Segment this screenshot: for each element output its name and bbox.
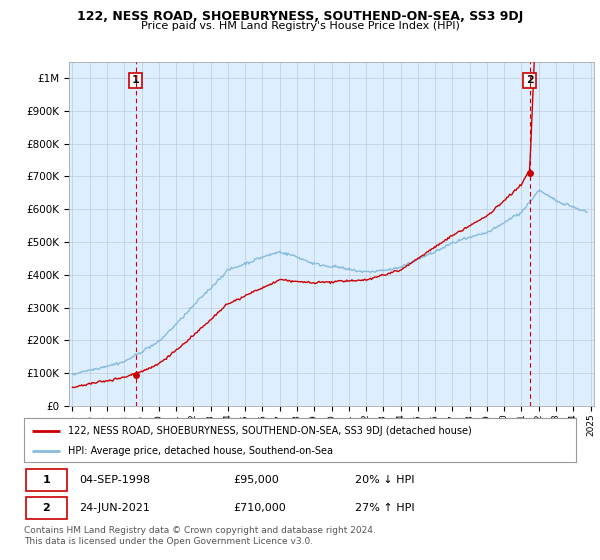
Text: HPI: Average price, detached house, Southend-on-Sea: HPI: Average price, detached house, Sout… bbox=[68, 446, 333, 456]
Text: 04-SEP-1998: 04-SEP-1998 bbox=[79, 475, 151, 485]
Text: £95,000: £95,000 bbox=[234, 475, 280, 485]
Text: 1: 1 bbox=[132, 76, 140, 85]
Text: 20% ↓ HPI: 20% ↓ HPI bbox=[355, 475, 415, 485]
FancyBboxPatch shape bbox=[26, 469, 67, 491]
Text: 24-JUN-2021: 24-JUN-2021 bbox=[79, 503, 150, 513]
Text: 122, NESS ROAD, SHOEBURYNESS, SOUTHEND-ON-SEA, SS3 9DJ: 122, NESS ROAD, SHOEBURYNESS, SOUTHEND-O… bbox=[77, 10, 523, 23]
Text: Contains HM Land Registry data © Crown copyright and database right 2024.
This d: Contains HM Land Registry data © Crown c… bbox=[24, 526, 376, 546]
Text: Price paid vs. HM Land Registry's House Price Index (HPI): Price paid vs. HM Land Registry's House … bbox=[140, 21, 460, 31]
Text: 27% ↑ HPI: 27% ↑ HPI bbox=[355, 503, 415, 513]
FancyBboxPatch shape bbox=[26, 497, 67, 519]
Text: 122, NESS ROAD, SHOEBURYNESS, SOUTHEND-ON-SEA, SS3 9DJ (detached house): 122, NESS ROAD, SHOEBURYNESS, SOUTHEND-O… bbox=[68, 426, 472, 436]
Text: 1: 1 bbox=[43, 475, 50, 485]
Text: 2: 2 bbox=[43, 503, 50, 513]
Text: 2: 2 bbox=[526, 76, 533, 85]
Text: £710,000: £710,000 bbox=[234, 503, 287, 513]
